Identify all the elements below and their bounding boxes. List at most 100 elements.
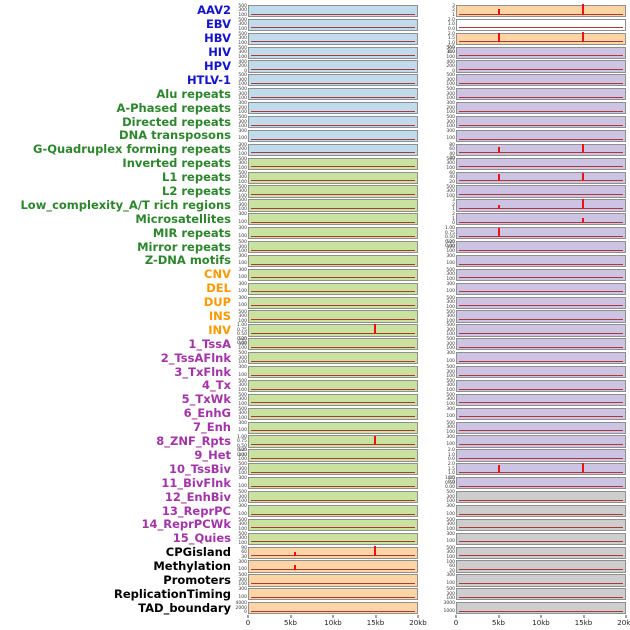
- y-tick-label: 500: [446, 365, 455, 371]
- feature-row: 14_ReprPCWk 500 300 100 500 300 100: [0, 518, 630, 532]
- right-mini-plot: [456, 129, 626, 143]
- row-label: 2_TssAFlnk: [160, 351, 231, 365]
- y-tick-label: 100: [238, 82, 247, 88]
- left-mini-plot: [248, 46, 418, 59]
- y-tick-label: 0.0: [447, 480, 455, 486]
- left-mini-plot: [248, 602, 418, 615]
- y-tick-label: 100: [238, 110, 247, 116]
- baseline-trace: [251, 291, 415, 293]
- y-tick-label: 300: [446, 281, 455, 287]
- y-tick-label: 100: [238, 261, 247, 267]
- y-tick-label: 300: [238, 504, 247, 509]
- y-tick-label: 0.0: [447, 26, 455, 32]
- y-tick-label: 3000: [443, 601, 455, 607]
- y-tick-label: 100: [238, 249, 247, 255]
- right-mini-plot: [456, 268, 626, 281]
- y-tick-label: 300: [238, 587, 247, 593]
- y-tick-label: 500: [238, 351, 247, 357]
- left-mini-plot: [248, 324, 418, 337]
- y-tick-label: 100: [238, 401, 247, 407]
- y-tick-label: 20: [449, 156, 455, 162]
- y-tick-label: 100: [238, 346, 247, 352]
- row-label: CPGisland: [165, 546, 231, 560]
- baseline-trace: [251, 152, 415, 154]
- y-tick-label: 0.00: [444, 244, 455, 250]
- y-tick-label: 300: [446, 425, 455, 431]
- baseline-trace: [251, 485, 415, 487]
- left-mini-plot: [248, 102, 418, 115]
- x-tick-label: 15kb: [366, 619, 385, 628]
- y-tick-label: 100: [446, 554, 455, 560]
- y-tick-label: 300: [238, 128, 247, 134]
- x-tick-mark: [290, 615, 291, 619]
- feature-row: HPV 400 200 0 400 200 0: [0, 60, 630, 74]
- y-tick-label: 100: [446, 580, 455, 586]
- y-tick-label: 100: [446, 596, 455, 602]
- y-tick-label: 500: [238, 87, 247, 93]
- y-tick-label: 500: [238, 3, 247, 9]
- left-y-tick-labels: 500 300 100: [234, 491, 248, 504]
- y-tick-label: 100: [238, 303, 247, 309]
- panel-grid: AAV2 500 300 100 3 2 1 EBV 500 300 100 2.0 1.0 0.0 HBV…: [0, 3, 630, 615]
- y-tick-label: 500: [446, 545, 455, 551]
- y-tick-label: 300: [238, 281, 247, 287]
- y-tick-label: 300: [238, 452, 247, 458]
- x-tick-label: 5kb: [284, 619, 297, 628]
- peak-spike: [374, 324, 376, 335]
- right-mini-plot: [456, 463, 626, 476]
- row-label: DEL: [206, 282, 231, 296]
- row-label: Mirror repeats: [137, 240, 231, 254]
- row-label: Alu repeats: [156, 87, 231, 101]
- baseline-trace: [459, 82, 623, 84]
- y-tick-label: 100: [446, 289, 455, 295]
- y-tick-label: 300: [446, 434, 455, 440]
- y-tick-label: 500: [238, 31, 247, 37]
- left-mini-plot: [248, 213, 418, 226]
- right-mini-plot: [456, 157, 626, 170]
- row-label: Z-DNA motifs: [144, 254, 231, 268]
- row-label: Low_complexity_A/T rich regions: [20, 198, 231, 212]
- y-tick-label: 300: [238, 383, 247, 389]
- left-y-tick-labels: 500 300 100: [234, 351, 248, 365]
- y-tick-label: 80: [449, 142, 455, 148]
- right-mini-plot: [456, 574, 626, 587]
- left-y-tick-labels: 500 300 100: [234, 310, 248, 323]
- row-label: 13_ReprPC: [161, 504, 231, 518]
- y-tick-label: 100: [446, 249, 455, 255]
- row-label: HPV: [204, 60, 231, 73]
- y-tick-label: 100: [238, 511, 247, 517]
- left-mini-plot: [248, 491, 418, 504]
- row-label: ReplicationTiming: [113, 587, 231, 601]
- peak-spike: [582, 198, 584, 209]
- y-tick-label: 0.50: [444, 480, 455, 486]
- x-tick-mark: [540, 615, 542, 619]
- left-mini-plot: [248, 407, 418, 420]
- right-y-tick-labels: 300 100: [442, 434, 456, 448]
- y-tick-label: 0.50: [444, 235, 455, 241]
- feature-row: 8_ZNF_Rpts 1.00 0.75 0.50 0.25 0.00 300 100: [0, 434, 630, 457]
- left-mini-plot: [248, 129, 418, 143]
- x-tick-mark: [583, 615, 584, 619]
- baseline-trace: [459, 13, 623, 15]
- y-tick-label: 0.50: [236, 332, 247, 338]
- baseline-trace: [459, 69, 623, 71]
- baseline-trace: [459, 41, 623, 43]
- x-tick-label: 0: [453, 619, 459, 628]
- y-tick-label: 500: [446, 156, 455, 162]
- row-label: L2 repeats: [162, 185, 231, 199]
- y-tick-label: 300: [238, 244, 247, 250]
- y-tick-label: 500: [446, 323, 455, 329]
- baseline-trace: [251, 596, 415, 598]
- row-label: 9_Het: [194, 448, 231, 462]
- row-label: Promoters: [163, 573, 231, 587]
- y-tick-label: 100: [446, 414, 455, 420]
- row-label: L1 repeats: [162, 171, 231, 185]
- right-mini-plot: [456, 282, 626, 295]
- y-tick-label: 2: [452, 202, 455, 208]
- baseline-trace: [459, 110, 623, 112]
- left-y-tick-labels: 500 300 100: [234, 46, 248, 59]
- baseline-trace: [251, 374, 415, 376]
- right-mini-plot: [456, 491, 626, 504]
- feature-row: 15_Quies 500 300 100 300 100: [0, 532, 630, 546]
- left-y-tick-labels: 300 100: [234, 254, 248, 267]
